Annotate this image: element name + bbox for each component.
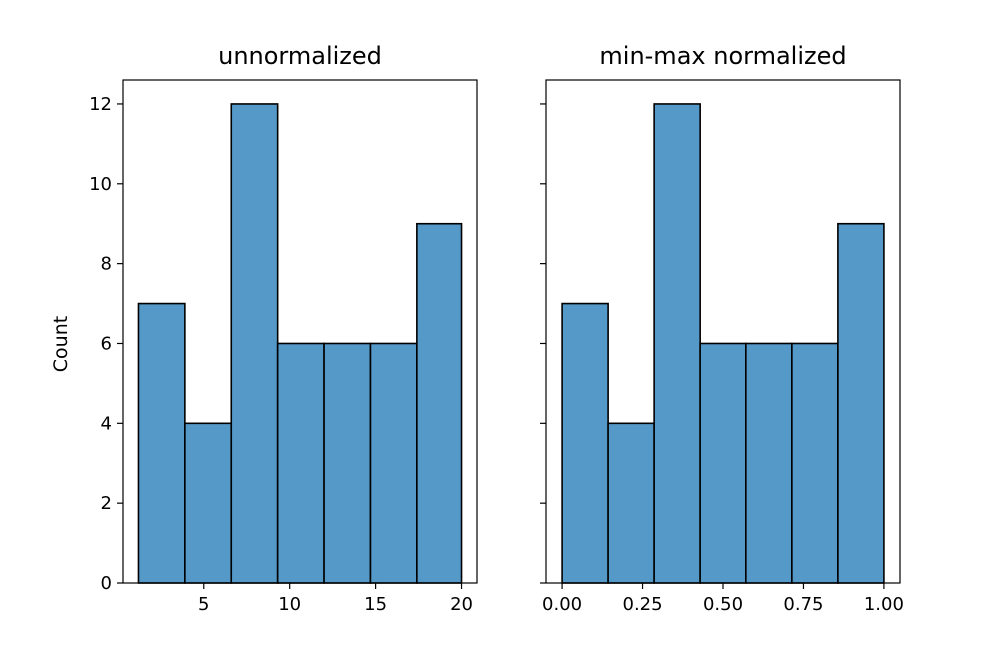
histogram-bar-2 [184, 422, 233, 584]
histogram-bar-1 [137, 302, 186, 584]
histogram-bar-3 [230, 103, 279, 584]
histogram-bar-2 [607, 422, 655, 584]
x-tick-label: 20 [450, 594, 473, 615]
chart-title-unnormalized: unnormalized [218, 42, 382, 70]
y-tick-label: 12 [89, 94, 112, 115]
y-tick-label: 2 [101, 493, 112, 514]
histogram-bar-5 [323, 342, 372, 584]
histogram-bar-3 [653, 103, 701, 584]
histogram-bar-4 [276, 342, 325, 584]
y-tick-label: 4 [101, 413, 112, 434]
y-tick-label: 10 [89, 174, 112, 195]
histogram-bar-4 [699, 342, 747, 584]
histogram-bar-1 [561, 302, 609, 584]
x-tick-label: 0.25 [623, 594, 663, 615]
histogram-bar-6 [791, 342, 839, 584]
y-tick-label: 8 [101, 254, 112, 275]
x-tick-label: 0.00 [542, 594, 582, 615]
x-tick-label: 15 [364, 594, 387, 615]
chart-title-min-max-normalized: min-max normalized [599, 42, 846, 70]
x-tick-label: 10 [278, 594, 301, 615]
histogram-bar-6 [369, 342, 418, 584]
x-tick-label: 0.50 [703, 594, 743, 615]
x-tick-label: 0.75 [783, 594, 823, 615]
axes-frame [122, 79, 478, 584]
y-axis-label: Count [50, 316, 72, 372]
histogram-bar-5 [745, 342, 793, 584]
panel-unnormalized: unnormalized Count 5 10 15 20 0 2 4 6 8 10 12 [50, 42, 478, 615]
x-tick-label: 5 [198, 594, 209, 615]
y-tick-label: 0 [101, 573, 112, 594]
y-tick-label: 6 [101, 333, 112, 354]
x-tick-label: 1.00 [864, 594, 904, 615]
panel-min-max-normalized: min-max normalized 0.00 0.25 0.50 0.75 1.00 [540, 42, 904, 615]
histogram-bar-7 [416, 222, 463, 584]
histogram-bar-7 [837, 222, 885, 584]
